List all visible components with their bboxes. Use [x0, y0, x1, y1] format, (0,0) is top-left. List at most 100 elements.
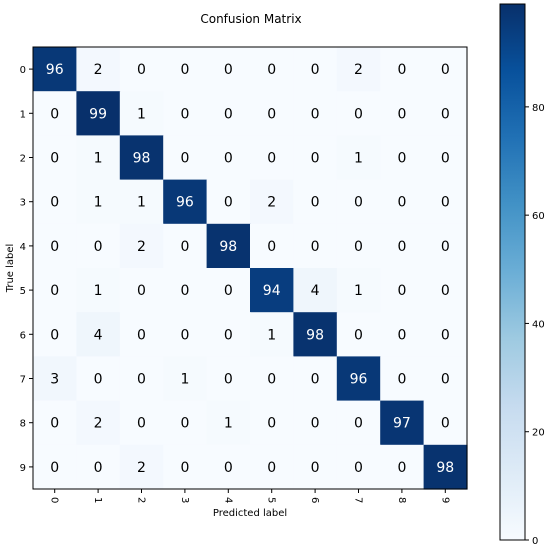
heatmap-cell [380, 91, 425, 136]
heatmap-cell [119, 47, 164, 92]
cell-value-label: 0 [224, 327, 233, 343]
heatmap-cell [250, 268, 294, 313]
cell-value-label: 0 [50, 416, 59, 432]
cell-value-label: 0 [224, 62, 233, 78]
cell-value-label: 0 [50, 327, 59, 343]
x-tick-label: 8 [396, 497, 407, 503]
heatmap-cell [163, 179, 208, 225]
heatmap-cell [336, 312, 381, 357]
heatmap-cell [336, 91, 381, 136]
x-tick-label: 0 [49, 497, 60, 503]
cell-value-label: 0 [50, 239, 59, 255]
heatmap-cell [33, 268, 77, 313]
heatmap-cell [33, 400, 77, 446]
heatmap-cell [380, 268, 425, 313]
cell-value-label: 0 [267, 372, 276, 388]
cell-value-label: 0 [224, 460, 233, 476]
cell-value-label: 96 [46, 62, 64, 78]
heatmap-cell [163, 400, 208, 446]
heatmap-cell [380, 223, 425, 269]
heatmap-cell [380, 135, 425, 181]
heatmap-cell [250, 91, 294, 136]
heatmap-cell [119, 91, 164, 136]
heatmap-cell [163, 444, 208, 490]
heatmap-cell [76, 47, 121, 92]
cell-value-label: 1 [267, 327, 276, 343]
heatmap-cell [380, 179, 425, 225]
heatmap-cell [250, 400, 294, 446]
y-tick-label: 4 [20, 242, 26, 253]
cell-value-label: 0 [180, 416, 189, 432]
cell-value-label: 0 [94, 239, 103, 255]
heatmap-cell [336, 223, 381, 269]
cell-value-label: 0 [180, 62, 189, 78]
x-tick-label: 6 [309, 497, 320, 503]
cell-value-label: 0 [397, 239, 406, 255]
heatmap-cell [33, 223, 77, 269]
colorbar-tick-label: 20 [532, 428, 545, 439]
heatmap-cell [250, 356, 294, 402]
cell-value-label: 0 [311, 460, 320, 476]
heatmap-cell [423, 356, 468, 402]
cell-value-label: 98 [133, 151, 151, 167]
cell-value-label: 0 [441, 372, 450, 388]
heatmap-cell [33, 356, 77, 402]
x-tick-label: 7 [353, 497, 364, 503]
heatmap-cell [206, 356, 251, 402]
cell-value-label: 2 [354, 62, 363, 78]
heatmap-cell [206, 223, 251, 269]
cell-value-label: 98 [306, 327, 324, 343]
cell-value-label: 0 [441, 416, 450, 432]
cell-value-label: 2 [267, 195, 276, 211]
x-axis: 0 1 2 3 4 5 6 7 8 9 [49, 489, 450, 503]
heatmap-cell [423, 312, 468, 357]
y-tick-label: 0 [20, 65, 26, 76]
heatmap-cell [423, 179, 468, 225]
heatmap-cell [119, 400, 164, 446]
heatmap-cell [163, 91, 208, 136]
cell-value-label: 1 [137, 195, 146, 211]
heatmap-cell [423, 223, 468, 269]
cell-value-label: 0 [397, 372, 406, 388]
heatmap-cell [206, 91, 251, 136]
cell-value-label: 0 [50, 283, 59, 299]
cell-value-label: 96 [350, 372, 368, 388]
heatmap-cell [76, 312, 121, 357]
heatmap-cell [119, 444, 164, 490]
heatmap-cell [33, 312, 77, 357]
y-axis-label: True label [5, 244, 16, 294]
heatmap-cell [293, 135, 338, 181]
y-tick-label: 8 [20, 419, 26, 430]
heatmap-cell [423, 91, 468, 136]
cell-value-label: 0 [94, 372, 103, 388]
cell-value-label: 4 [311, 283, 320, 299]
x-tick-label: 3 [179, 497, 190, 503]
colorbar-axis: 0 20 40 60 80 [525, 103, 545, 547]
cell-value-label: 1 [94, 151, 103, 167]
heatmap-cell [423, 47, 468, 92]
heatmap-cell [119, 312, 164, 357]
cell-value-label: 0 [354, 416, 363, 432]
x-axis-label: Predicted label [213, 508, 287, 519]
cell-value-label: 0 [267, 416, 276, 432]
cell-value-label: 0 [180, 106, 189, 122]
heatmap-cell [206, 47, 251, 92]
heatmap-cell [250, 179, 294, 225]
cell-value-label: 0 [267, 62, 276, 78]
cell-value-label: 98 [219, 239, 237, 255]
heatmap-cell [76, 223, 121, 269]
plot-frame [32, 46, 468, 490]
heatmap-cell [33, 444, 77, 490]
cell-value-label: 0 [311, 416, 320, 432]
cell-value-label: 94 [263, 283, 281, 299]
heatmap-cell [336, 356, 381, 402]
heatmap-cell [206, 400, 251, 446]
heatmap-cell [76, 444, 121, 490]
cell-value-label: 0 [441, 151, 450, 167]
cell-value-label: 0 [267, 106, 276, 122]
cell-value-label: 0 [224, 106, 233, 122]
heatmap-cells: 96 2 0 0 0 0 0 2 0 0 0 99 1 0 0 0 0 0 0 0 0 1 98 0 0 0 0 1 0 0 0 1 1 96 0 2… [33, 47, 468, 490]
cell-value-label: 1 [354, 283, 363, 299]
cell-value-label: 0 [180, 327, 189, 343]
